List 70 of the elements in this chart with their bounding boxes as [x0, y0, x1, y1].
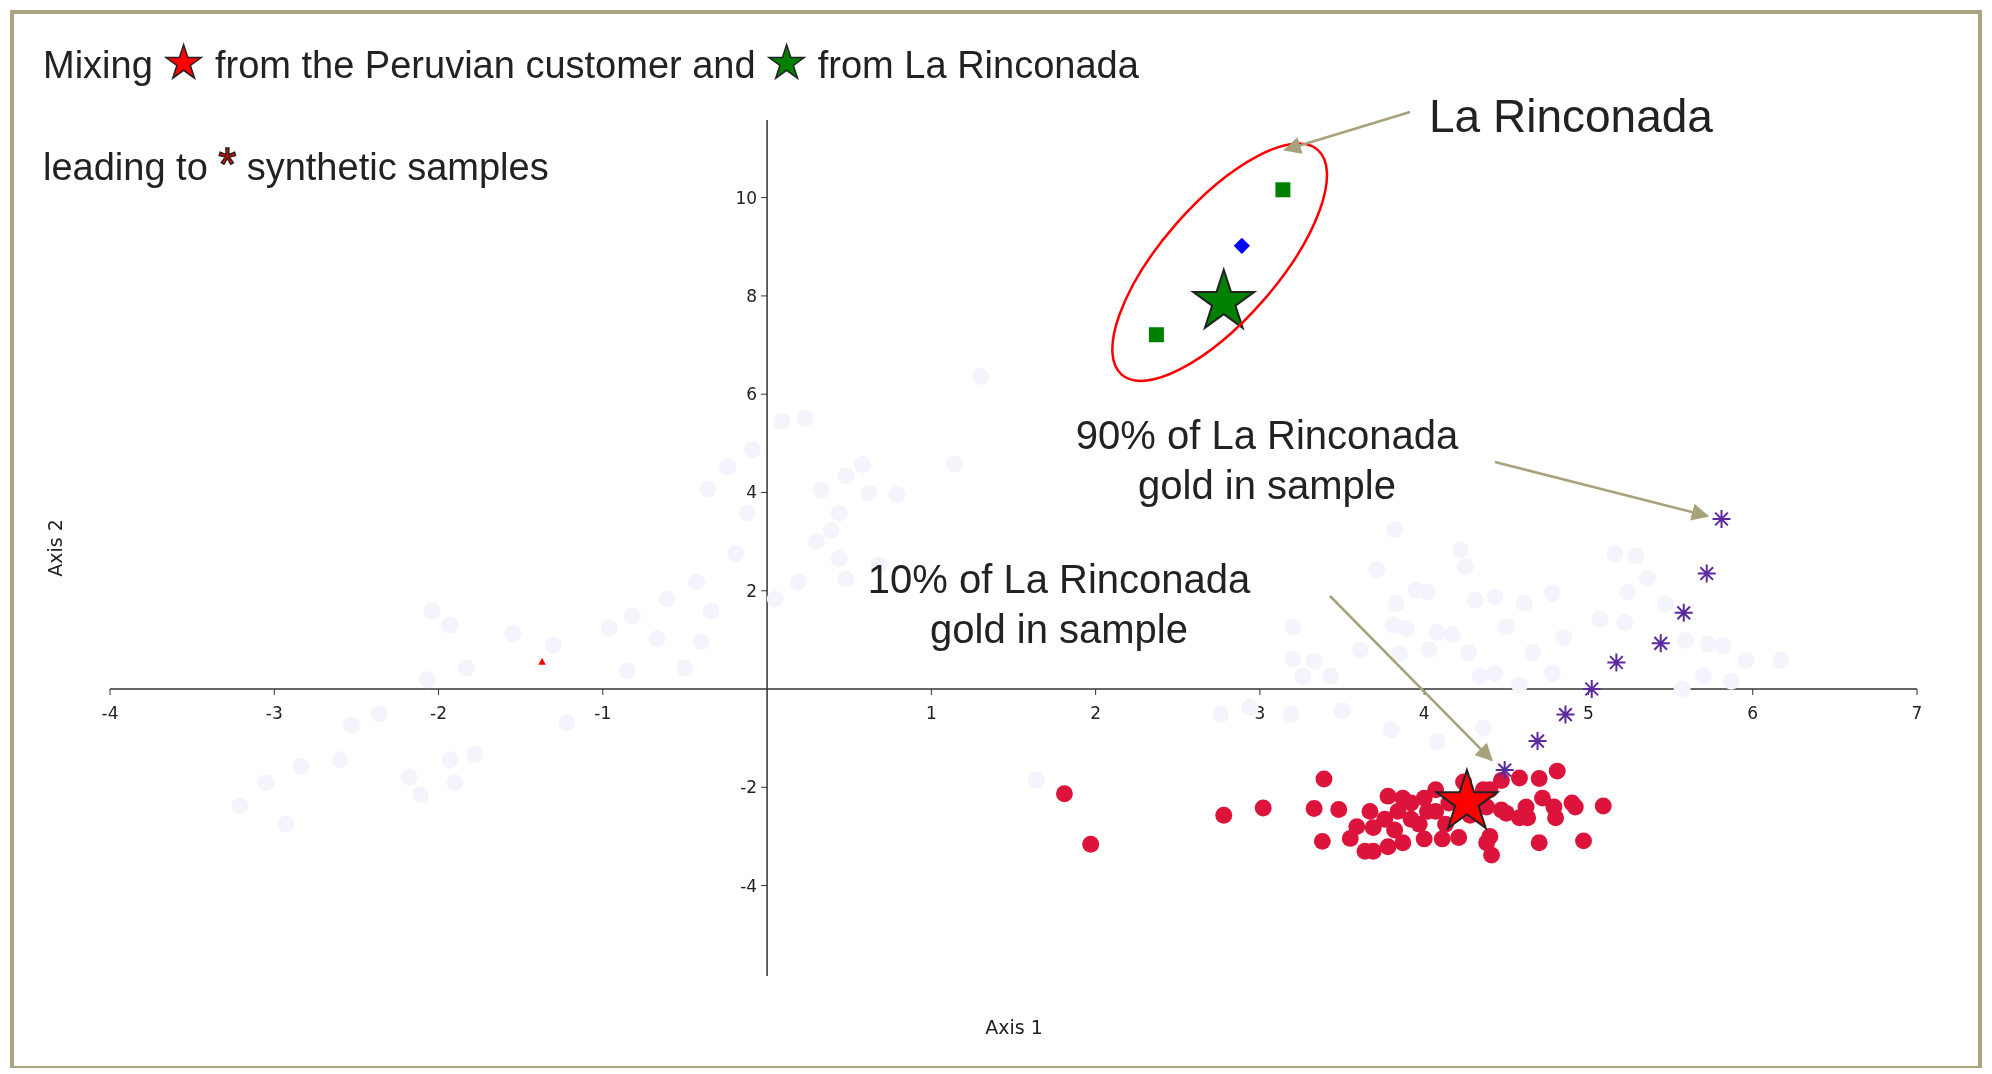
point: [1082, 835, 1100, 853]
point: [1389, 802, 1407, 820]
point: [1386, 821, 1404, 839]
point: [1313, 832, 1331, 850]
point: [1330, 800, 1348, 818]
y-tick-label: 10: [735, 187, 758, 208]
point: [1650, 633, 1671, 654]
x-tick-label: -3: [265, 703, 283, 724]
chart-subtitle: leading to * synthetic samples: [43, 139, 549, 190]
point: [1494, 760, 1515, 781]
y-tick-label: 2: [746, 580, 758, 601]
point: [1215, 806, 1233, 824]
point: [1233, 237, 1250, 254]
y-tick-label: -4: [740, 875, 758, 896]
x-axis-title: Axis 1: [985, 1016, 1043, 1038]
y-tick-label: 6: [746, 384, 758, 405]
point: [1530, 770, 1548, 787]
point: [1527, 731, 1548, 752]
point: [1530, 834, 1548, 852]
point: [1305, 799, 1323, 817]
x-tick-label: -4: [101, 703, 119, 724]
point: [1575, 832, 1592, 850]
point: [1450, 828, 1468, 846]
chart-title: Mixing ★ from the Peruvian customer and ★ from La Rinconada: [43, 37, 1140, 88]
annotation: 10% of La Rinconada gold in sample: [867, 557, 1251, 651]
x-tick-label: 1: [925, 703, 937, 724]
x-tick-label: 7: [1911, 703, 1923, 724]
x-tick-label: 6: [1747, 703, 1759, 724]
point: [1379, 838, 1397, 856]
y-tick-label: -2: [740, 777, 758, 798]
point: [1594, 797, 1612, 815]
point: [1055, 785, 1073, 803]
point: [1361, 802, 1379, 820]
x-tick-label: -2: [430, 703, 448, 724]
y-tick-label: 4: [746, 482, 758, 503]
point: [1711, 509, 1732, 530]
x-tick-label: 2: [1090, 703, 1102, 724]
point: [1148, 327, 1164, 343]
point: [1673, 602, 1694, 623]
point: [1415, 830, 1433, 848]
point: [1555, 704, 1576, 725]
point: [1566, 798, 1584, 816]
annotation: La Rinconada: [1429, 90, 1714, 142]
point: [538, 658, 546, 665]
point: [1433, 830, 1451, 848]
point: [1364, 819, 1382, 837]
point: [1315, 770, 1333, 788]
point: [1581, 679, 1602, 700]
point: [1410, 815, 1428, 833]
point: [1511, 769, 1528, 787]
point: [1497, 804, 1515, 822]
point: [1548, 762, 1566, 780]
y-axis-title: Axis 2: [44, 519, 66, 577]
point: [1376, 810, 1394, 828]
x-tick-label: 4: [1418, 703, 1430, 724]
annotation: 90% of La Rinconada gold in sample: [1075, 413, 1459, 507]
y-tick-label: 8: [746, 285, 758, 306]
point: [1275, 182, 1291, 198]
point: [1254, 799, 1272, 817]
x-tick-label: 5: [1583, 703, 1594, 724]
x-tick-label: -1: [594, 703, 612, 724]
point: [1483, 846, 1500, 864]
point: [1348, 818, 1366, 836]
point: [1547, 809, 1565, 827]
point: [1606, 652, 1627, 673]
point: [1534, 789, 1551, 807]
point: [1402, 794, 1420, 812]
point: [1394, 834, 1412, 852]
point: [1379, 787, 1397, 805]
point: [1696, 563, 1717, 584]
